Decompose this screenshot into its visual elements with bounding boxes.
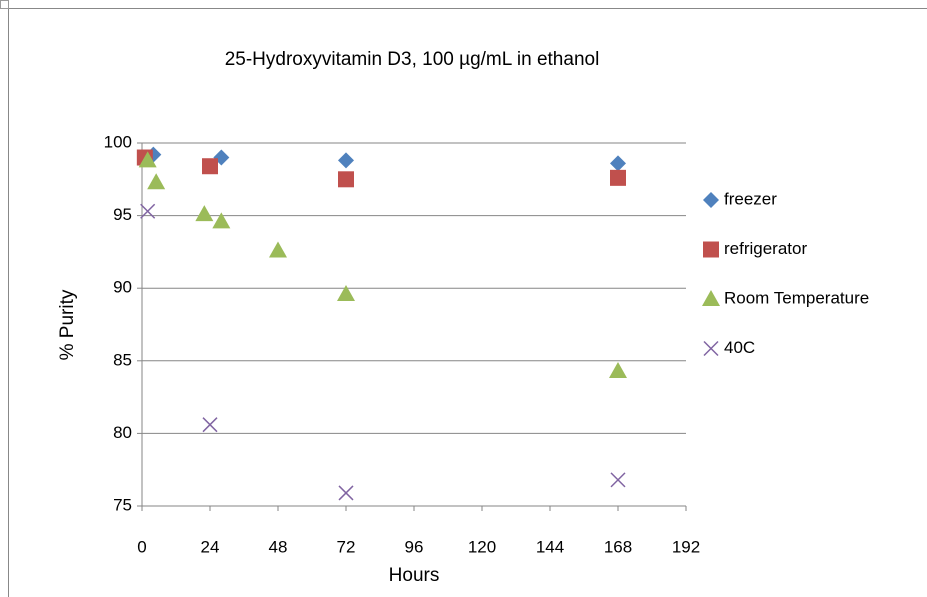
x-tick-label: 120 <box>468 537 496 556</box>
point <box>212 212 231 229</box>
point <box>338 171 354 188</box>
x-tick-label: 72 <box>337 537 356 556</box>
x-tick-label: 0 <box>137 537 146 556</box>
legend-marker <box>703 241 719 258</box>
point <box>202 158 218 175</box>
point <box>202 417 218 433</box>
chart-title: 25-Hydroxyvitamin D3, 100 µg/mL in ethan… <box>225 49 600 70</box>
point <box>140 203 156 219</box>
point <box>610 472 626 488</box>
legend-label: refrigerator <box>724 239 807 258</box>
legend-marker <box>703 340 719 357</box>
point <box>338 485 354 501</box>
x-tick-label: 24 <box>201 537 220 556</box>
point <box>147 173 166 190</box>
legend-marker <box>703 192 719 208</box>
y-tick-label: 90 <box>113 278 132 297</box>
legend-label: 40C <box>724 338 755 357</box>
point <box>337 285 355 302</box>
legend-label: Room Temperature <box>724 288 869 307</box>
point <box>338 152 354 169</box>
y-tick-label: 85 <box>113 350 132 369</box>
point <box>610 155 626 172</box>
x-tick-label: 48 <box>269 537 288 556</box>
y-tick-label: 75 <box>113 495 132 514</box>
legend-label: freezer <box>724 189 777 208</box>
point <box>610 169 626 186</box>
point <box>195 205 214 222</box>
point <box>609 361 627 378</box>
corner-handle <box>0 0 9 9</box>
x-tick-label: 168 <box>604 537 632 556</box>
point <box>138 151 157 168</box>
y-tick-label: 80 <box>113 423 132 442</box>
point <box>269 241 287 258</box>
y-tick-label: 100 <box>104 132 132 151</box>
x-tick-label: 192 <box>672 537 700 556</box>
legend-marker <box>702 290 720 306</box>
x-tick-label: 96 <box>405 537 424 556</box>
x-tick-label: 144 <box>536 537 564 556</box>
chart-frame <box>8 8 927 597</box>
x-axis-label: Hours <box>389 565 440 586</box>
y-tick-label: 95 <box>113 205 132 224</box>
y-axis-label: % Purity <box>57 289 78 360</box>
